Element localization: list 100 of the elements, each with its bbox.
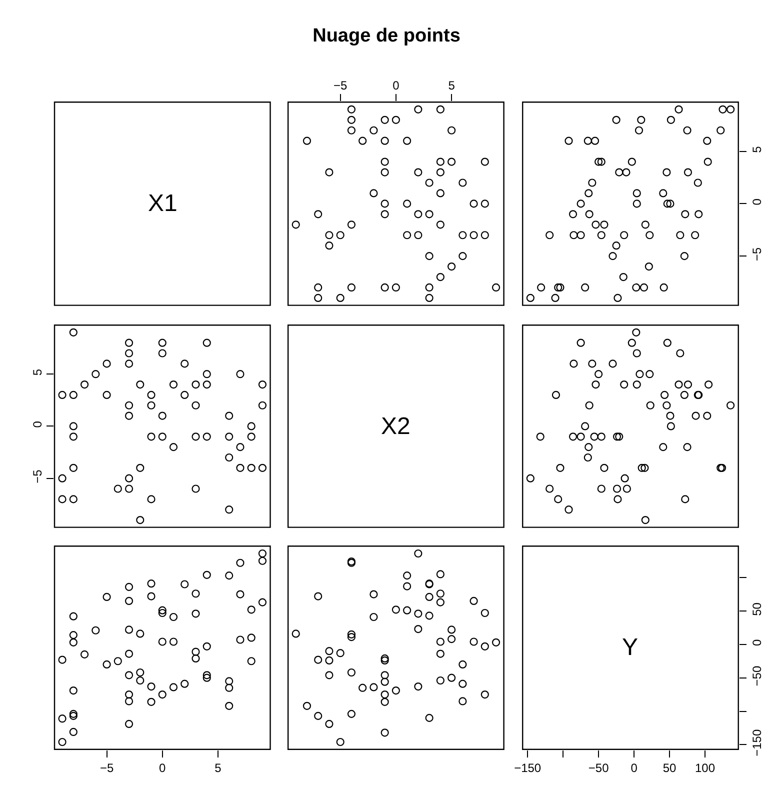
point xyxy=(225,572,234,580)
point xyxy=(592,220,600,229)
point xyxy=(147,495,156,504)
point xyxy=(570,360,578,368)
point xyxy=(620,474,629,482)
point xyxy=(325,231,334,240)
point xyxy=(370,683,378,692)
point xyxy=(628,158,636,166)
y-tick-label: 5 xyxy=(30,368,45,376)
point xyxy=(676,349,684,358)
point xyxy=(392,116,400,124)
point xyxy=(646,231,654,240)
point xyxy=(614,495,622,504)
point xyxy=(666,412,674,420)
point xyxy=(325,647,334,656)
point xyxy=(392,283,400,292)
point xyxy=(236,636,244,644)
point xyxy=(236,464,244,472)
point xyxy=(436,168,444,176)
point xyxy=(638,464,646,472)
point xyxy=(448,674,456,682)
point xyxy=(347,668,356,677)
point xyxy=(632,200,641,208)
point xyxy=(414,210,422,218)
point xyxy=(576,231,585,240)
point xyxy=(314,712,322,720)
point xyxy=(80,650,89,658)
point xyxy=(576,338,585,347)
point xyxy=(124,596,134,606)
point xyxy=(646,370,654,378)
point xyxy=(292,630,300,638)
point xyxy=(225,677,234,686)
x-tick-label: 5 xyxy=(214,760,222,775)
point xyxy=(392,606,400,614)
x-tick-label: 0 xyxy=(159,760,166,775)
y-tick-label: 0 xyxy=(30,420,45,428)
point xyxy=(448,126,456,134)
point xyxy=(612,432,622,441)
point xyxy=(147,580,156,588)
point xyxy=(225,432,234,441)
point xyxy=(458,231,467,240)
point xyxy=(694,210,703,218)
point xyxy=(414,610,422,618)
point xyxy=(102,360,111,368)
point xyxy=(663,338,672,347)
point xyxy=(637,116,646,124)
point xyxy=(202,671,211,680)
point xyxy=(659,189,668,198)
point xyxy=(554,495,562,504)
point xyxy=(69,495,78,504)
point xyxy=(612,242,620,250)
point xyxy=(470,231,478,240)
point xyxy=(124,626,134,634)
point xyxy=(480,690,489,699)
annotation: Y xyxy=(622,634,638,661)
point xyxy=(380,671,389,680)
x-tick-label: 100 xyxy=(694,760,716,775)
point xyxy=(458,680,467,688)
point xyxy=(576,200,585,208)
point xyxy=(180,680,189,688)
point xyxy=(124,697,134,706)
point xyxy=(588,360,596,368)
point xyxy=(69,631,78,640)
point xyxy=(425,210,434,218)
point xyxy=(169,683,178,692)
x-tick-label: 0 xyxy=(630,760,638,775)
point xyxy=(202,380,211,389)
point xyxy=(158,638,166,646)
point xyxy=(69,328,78,336)
point xyxy=(58,738,66,746)
point xyxy=(458,178,467,187)
point xyxy=(380,728,389,737)
point xyxy=(124,360,134,368)
point xyxy=(556,464,564,472)
point xyxy=(325,656,334,665)
point xyxy=(124,582,134,591)
point xyxy=(622,484,631,493)
point xyxy=(80,380,89,389)
point xyxy=(632,189,641,198)
point xyxy=(620,231,628,240)
point xyxy=(347,116,356,124)
point xyxy=(192,590,200,598)
point xyxy=(614,294,622,302)
point xyxy=(69,712,78,720)
point xyxy=(380,158,389,166)
point xyxy=(169,638,178,646)
point xyxy=(584,443,593,452)
point xyxy=(158,690,166,699)
point xyxy=(124,349,134,358)
point xyxy=(202,338,211,347)
point xyxy=(436,676,444,685)
point xyxy=(436,189,444,198)
point xyxy=(659,443,668,452)
y-tick-label: 0 xyxy=(750,638,764,646)
point xyxy=(660,283,668,292)
point xyxy=(592,380,600,389)
point xyxy=(58,390,66,399)
point xyxy=(380,210,389,218)
point xyxy=(636,370,644,378)
point xyxy=(102,390,111,399)
